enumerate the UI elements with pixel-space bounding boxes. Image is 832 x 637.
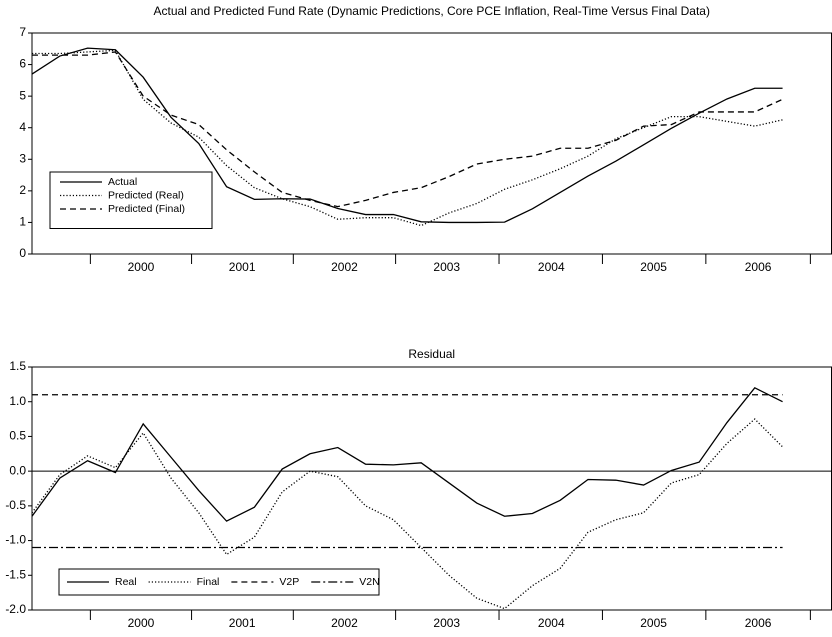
legend-label: Predicted (Final) <box>108 203 185 215</box>
y-tick-label: 2 <box>19 183 26 197</box>
y-tick-label: -2.0 <box>5 602 26 616</box>
x-tick-label: 2002 <box>331 616 358 630</box>
x-tick-label: 2004 <box>538 260 565 274</box>
legend-box <box>58 568 380 596</box>
legend-label: Final <box>197 576 220 588</box>
y-tick-label: 4 <box>19 120 26 134</box>
x-tick-label: 2003 <box>433 616 460 630</box>
y-tick-label: 0.5 <box>9 429 26 443</box>
x-tick-label: 2004 <box>538 616 565 630</box>
y-tick-label: 1.0 <box>9 394 26 408</box>
y-tick-label: 6 <box>19 57 26 71</box>
chart-title: Residual <box>408 347 455 361</box>
x-tick-label: 2006 <box>745 260 772 274</box>
y-tick-label: 0.0 <box>9 463 26 477</box>
x-tick-label: 2000 <box>128 260 155 274</box>
series-line <box>32 49 783 227</box>
legend-label: Predicted (Real) <box>108 189 184 201</box>
y-tick-label: 1 <box>19 215 26 229</box>
series-line <box>32 51 783 208</box>
x-tick-label: 2003 <box>433 260 460 274</box>
chart-title: Actual and Predicted Fund Rate (Dynamic … <box>154 4 710 18</box>
x-tick-label: 2001 <box>229 260 256 274</box>
y-tick-label: -1.5 <box>5 567 26 581</box>
legend-label: V2P <box>279 576 299 588</box>
y-tick-label: -0.5 <box>5 498 26 512</box>
x-tick-label: 2000 <box>128 616 155 630</box>
y-tick-label: 5 <box>19 88 26 102</box>
x-tick-label: 2006 <box>745 616 772 630</box>
y-tick-label: 3 <box>19 151 26 165</box>
x-tick-label: 2005 <box>640 616 667 630</box>
y-tick-label: -1.0 <box>5 533 26 547</box>
x-tick-label: 2002 <box>331 260 358 274</box>
x-tick-label: 2001 <box>229 616 256 630</box>
y-tick-label: 7 <box>19 25 26 39</box>
series-line <box>31 387 783 522</box>
y-tick-label: 1.5 <box>9 359 26 373</box>
legend-label: Real <box>115 576 137 588</box>
series-line <box>31 418 784 610</box>
y-tick-label: 0 <box>19 246 26 260</box>
series-line <box>31 47 783 224</box>
legend-label: Actual <box>108 176 137 188</box>
x-tick-label: 2005 <box>640 260 667 274</box>
legend-label: V2N <box>359 576 379 588</box>
